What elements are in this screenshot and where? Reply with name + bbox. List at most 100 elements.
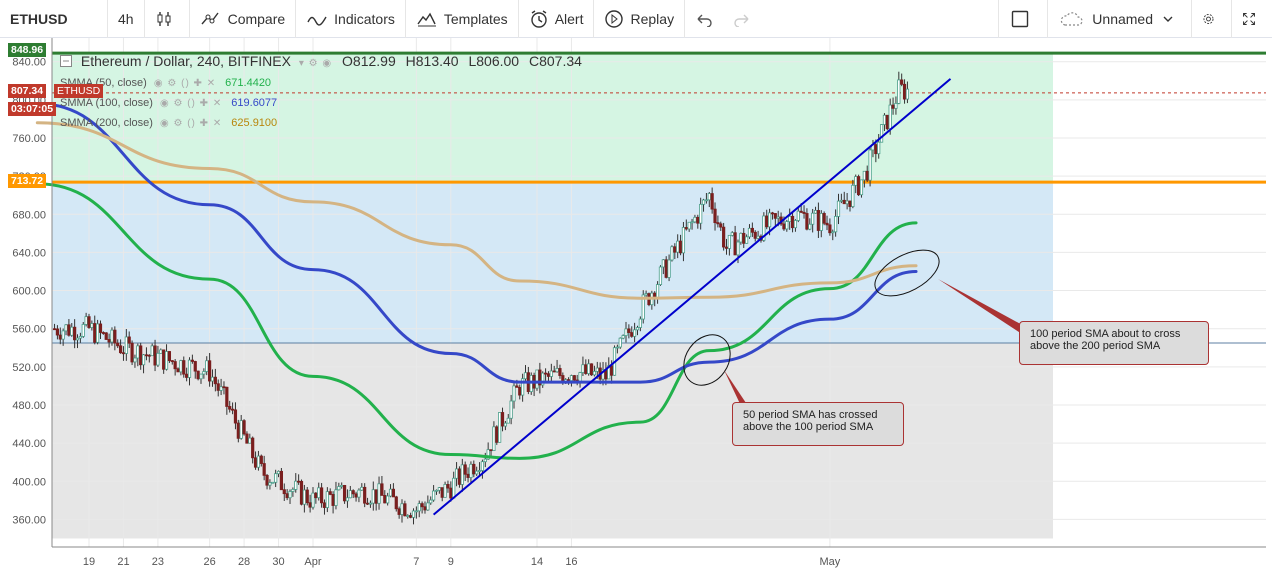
interval-button[interactable]: 4h: [108, 0, 145, 38]
candle-body: [696, 216, 700, 224]
x-tick-label: May: [819, 556, 840, 568]
replay-button[interactable]: Replay: [594, 0, 686, 38]
alert-button[interactable]: Alert: [519, 0, 595, 38]
candle-body: [848, 200, 852, 207]
candle-body: [179, 360, 183, 373]
candle-body: [877, 141, 881, 155]
y-tick-label: 760.00: [12, 133, 46, 145]
undo-button[interactable]: [685, 0, 723, 38]
candle-body: [699, 203, 703, 224]
candle-body: [101, 332, 105, 334]
candle-body: [569, 375, 574, 382]
candle-body: [762, 215, 766, 241]
candle-body: [633, 329, 637, 337]
candle-body: [70, 326, 74, 336]
candle-body: [676, 240, 680, 253]
candle-body: [684, 227, 688, 230]
candle-body: [173, 361, 177, 370]
candle-body: [305, 489, 309, 504]
candle-body: [391, 488, 395, 498]
candle-body: [98, 323, 103, 333]
x-tick-label: 30: [272, 556, 284, 568]
candle-body: [176, 368, 180, 373]
candle-body: [558, 368, 562, 376]
candle-body: [245, 433, 249, 444]
sma100-line: [35, 102, 918, 384]
candle-body: [144, 354, 149, 357]
candle-body: [790, 215, 795, 229]
collapse-legend-icon[interactable]: [60, 55, 72, 67]
candle-body: [285, 493, 289, 499]
candle-body: [865, 170, 869, 181]
chart-type-button[interactable]: [145, 0, 190, 38]
candle-body: [813, 210, 818, 214]
candle-body: [572, 375, 576, 381]
sma50-legend-controls[interactable]: ◉ ⚙ () ✚ ✕: [153, 78, 217, 89]
candle-body: [357, 489, 361, 498]
settings-button[interactable]: [1192, 0, 1232, 38]
indicators-button[interactable]: Indicators: [296, 0, 406, 38]
candle-body: [388, 488, 393, 497]
uptrend-line[interactable]: [432, 78, 952, 516]
candle-body: [693, 216, 697, 223]
sma100-legend-controls[interactable]: ◉ ⚙ () ✚ ✕: [159, 98, 223, 109]
candle-body: [414, 510, 418, 513]
redo-button[interactable]: [723, 0, 767, 38]
candle-body: [638, 318, 642, 328]
candle-body: [727, 234, 731, 249]
candle-body: [793, 220, 798, 229]
candle-body: [862, 170, 866, 181]
current-price-tag: 807.34: [8, 84, 47, 98]
candle-body: [317, 487, 321, 499]
templates-button[interactable]: Templates: [406, 0, 519, 38]
symbol-button[interactable]: ETHUSD: [0, 0, 108, 38]
sma100-legend-label: SMMA (100, close): [60, 97, 153, 109]
candle-body: [722, 226, 726, 248]
candle-body: [342, 485, 347, 502]
y-tick-label: 560.00: [12, 324, 46, 336]
candle-body: [486, 449, 490, 460]
candle-body: [601, 369, 605, 380]
compare-icon: [201, 12, 219, 24]
candle-body: [259, 455, 263, 464]
candle-body: [773, 213, 777, 219]
alert-label: Alert: [554, 10, 584, 27]
candle-body: [477, 470, 482, 472]
candle-body: [894, 103, 898, 109]
candle-body: [371, 489, 375, 504]
candle-body: [394, 496, 398, 510]
candle-body: [337, 486, 341, 491]
candle-body: [233, 409, 238, 424]
candle-body: [121, 352, 126, 355]
candle-body: [859, 179, 864, 196]
select-layout-button[interactable]: [998, 0, 1049, 38]
candle-body: [888, 104, 892, 130]
sma200-legend-controls[interactable]: ◉ ⚙ () ✚ ✕: [159, 118, 223, 129]
candle-body: [242, 420, 246, 435]
candle-body: [374, 489, 378, 504]
candle-body: [745, 236, 749, 244]
layout-name-button[interactable]: Unnamed: [1048, 0, 1192, 38]
fullscreen-button[interactable]: [1232, 0, 1272, 38]
candle-body: [81, 324, 85, 337]
ohlc-low: L806.00: [468, 53, 520, 69]
candle-body: [141, 354, 146, 366]
candle-body: [104, 332, 108, 340]
candle-body: [268, 482, 272, 486]
candle-body: [64, 324, 68, 332]
candle-body: [819, 213, 823, 231]
candle-body: [879, 124, 884, 143]
candle-body: [377, 483, 381, 504]
legend-controls[interactable]: ▾ ⚙ ◉: [298, 58, 333, 69]
y-tick-label: 840.00: [12, 57, 46, 69]
candle-body: [443, 484, 447, 498]
candle-body: [360, 486, 364, 491]
candle-body: [834, 216, 838, 233]
x-tick-label: 23: [152, 556, 164, 568]
candle-body: [93, 323, 97, 343]
candle-body: [130, 342, 134, 363]
chart-area[interactable]: 840.00800.00760.00720.00680.00640.00600.…: [0, 38, 1272, 576]
resistance-zone: [52, 182, 1053, 344]
templates-label: Templates: [443, 10, 508, 27]
compare-button[interactable]: Compare: [190, 0, 297, 38]
